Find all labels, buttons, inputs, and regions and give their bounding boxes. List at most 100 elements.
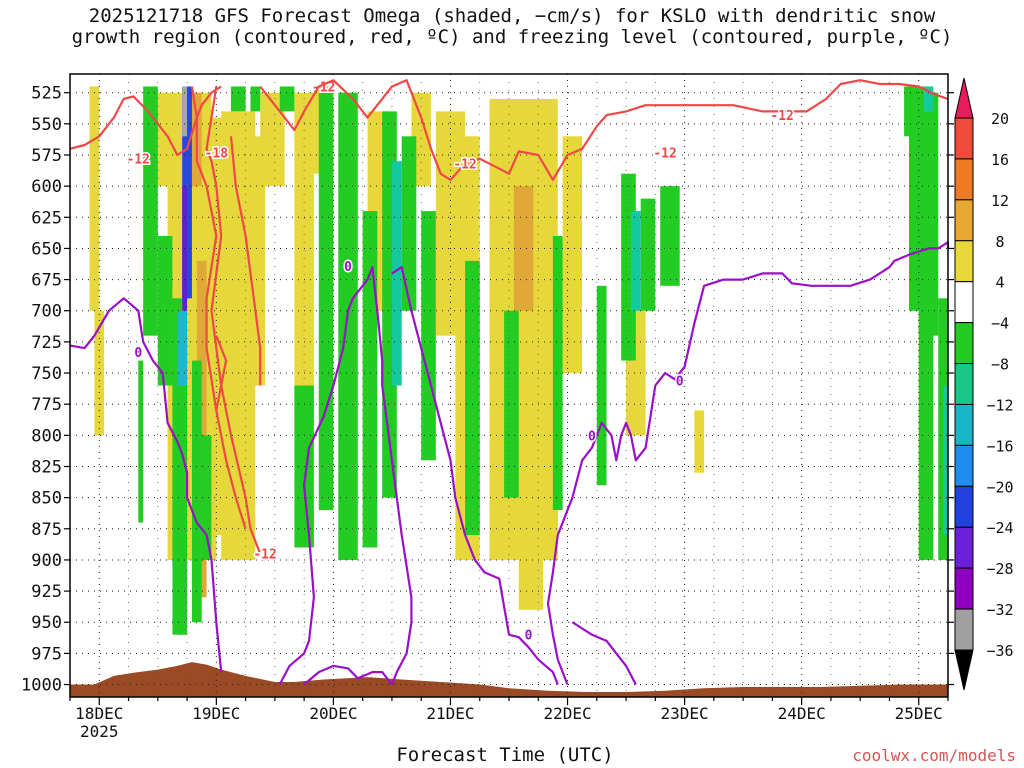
dgz-contour-label: -12 xyxy=(453,158,476,173)
omega-cell-green xyxy=(318,92,334,511)
y-tick-label: 875 xyxy=(31,520,62,540)
x-tick-label: 18DEC xyxy=(75,704,123,723)
colorbar-label: −12 xyxy=(986,396,1013,414)
colorbar-swatch xyxy=(954,567,974,610)
colorbar-swatch xyxy=(954,322,974,365)
x-tick-label: 25DEC xyxy=(895,704,943,723)
colorbar-label: −4 xyxy=(991,315,1009,333)
omega-cell-green xyxy=(640,198,656,311)
x-tick-label: 23DEC xyxy=(661,704,709,723)
omega-cell-teal xyxy=(923,86,934,112)
omega-cell-green xyxy=(504,310,519,498)
omega-cell-green xyxy=(338,92,358,560)
title-line-1: 2025121718 GFS Forecast Omega (shaded, −… xyxy=(88,5,936,27)
y-tick-label: 850 xyxy=(31,489,62,509)
y-tick-label: 725 xyxy=(31,333,62,353)
colorbar-swatch xyxy=(954,158,974,201)
freezing-level-contours: 0 0 0 0 0 xyxy=(69,241,950,686)
omega-cell-green xyxy=(279,86,295,112)
omega-cell-green xyxy=(552,235,563,511)
omega-cell-green xyxy=(660,186,680,286)
dgz-contour-label: -12 xyxy=(127,153,150,168)
omega-cell-green xyxy=(401,136,417,311)
omega-cell-green xyxy=(191,360,202,623)
omega-cell-gray xyxy=(182,86,188,137)
omega-cell-green xyxy=(138,360,144,523)
y-tick-label: 825 xyxy=(31,457,62,477)
colorbar-label: −8 xyxy=(991,356,1009,374)
omega-cell-green xyxy=(918,92,939,336)
y-tick-label: 575 xyxy=(31,146,62,166)
dgz-contour-line xyxy=(229,136,262,386)
y-tick-label: 925 xyxy=(31,582,62,602)
colorbar-label: 20 xyxy=(991,110,1009,128)
omega-cell-green xyxy=(421,211,436,461)
colorbar-swatch xyxy=(954,363,974,405)
colorbar-swatch xyxy=(954,485,974,528)
colorbar-label: −36 xyxy=(986,642,1013,660)
colorbar-label: −32 xyxy=(986,601,1013,619)
freezing-contour-label: 0 xyxy=(676,375,684,390)
colorbar: 20 16 12 8 4 −4 −8 −12 −16 −20 −24 −28 −32 −36 xyxy=(954,77,1014,691)
colorbar-top-arrow xyxy=(954,77,974,119)
freezing-contour-label: 0 xyxy=(588,429,596,444)
dgz-contour-label: -12 xyxy=(770,109,793,124)
omega-cell-green xyxy=(362,211,378,548)
y-tick-label: 900 xyxy=(31,551,62,571)
omega-cell-yellow xyxy=(94,310,105,436)
omega-cell-green xyxy=(918,310,934,560)
freezing-contour-line xyxy=(391,266,559,685)
colorbar-label: −28 xyxy=(986,560,1013,578)
axes-layer: 525 550 575 600 625 650 675 700 725 750 775 800 825 8… xyxy=(21,73,954,741)
freezing-contour-label: 0 xyxy=(525,629,533,644)
colorbar-swatch xyxy=(954,608,974,651)
y-tick-label: 650 xyxy=(31,239,62,259)
dgz-contour-line xyxy=(205,86,262,555)
colorbar-label: 16 xyxy=(991,151,1009,169)
colorbar-label: 12 xyxy=(991,192,1009,210)
colorbar-swatch xyxy=(954,117,974,160)
x-tick-label: 19DEC xyxy=(192,704,240,723)
omega-cell-green xyxy=(157,235,173,386)
dgz-contour-line xyxy=(215,335,228,411)
chart-title: 2025121718 GFS Forecast Omega (shaded, −… xyxy=(0,6,1024,48)
dendritic-growth-contours: -12 -12 -12 -12 -12 -18 -12 xyxy=(69,79,949,564)
colorbar-swatch xyxy=(954,444,974,487)
omega-cell-cyan xyxy=(177,310,188,386)
omega-cell-orange xyxy=(513,186,534,311)
colorbar-swatch xyxy=(954,281,974,324)
dgz-contour-label: -12 xyxy=(312,80,335,95)
dgz-contour-line xyxy=(190,86,247,530)
y-tick-label: 700 xyxy=(31,302,62,322)
omega-cell-teal xyxy=(943,385,948,536)
grid-layer xyxy=(69,74,949,697)
freezing-contour-line xyxy=(303,664,393,686)
omega-cell-green xyxy=(177,335,188,635)
dgz-contour-label: -12 xyxy=(253,548,276,563)
omega-cell-green xyxy=(201,435,212,560)
freezing-contour-line xyxy=(571,621,637,686)
x-tick-label: 22DEC xyxy=(543,704,591,723)
freezing-contour-line xyxy=(69,297,223,673)
freezing-contour-label: 0 xyxy=(134,346,142,361)
y-tick-label: 800 xyxy=(31,426,62,446)
y-tick-label: 525 xyxy=(31,84,62,104)
freezing-contour-line xyxy=(546,241,950,685)
omega-cell-green xyxy=(465,260,480,536)
omega-cell-green xyxy=(230,86,246,112)
omega-shading-layer xyxy=(89,86,948,635)
title-line-2: growth region (contoured, red, ºC) and f… xyxy=(71,26,953,48)
colorbar-swatch xyxy=(954,240,974,283)
omega-cell-green xyxy=(143,86,158,336)
y-tick-label: 1000 xyxy=(21,676,62,696)
terrain-fill xyxy=(70,662,948,697)
y-tick-label: 600 xyxy=(31,177,62,197)
colorbar-label: −24 xyxy=(986,519,1013,537)
omega-cell-teal xyxy=(391,161,402,386)
omega-cell-yellow xyxy=(89,86,100,311)
colorbar-label: −16 xyxy=(986,437,1013,455)
freezing-contour-line xyxy=(278,266,413,686)
y-tick-label: 950 xyxy=(31,613,62,633)
y-tick-label: 775 xyxy=(31,395,62,415)
y-tick-label: 625 xyxy=(31,208,62,228)
